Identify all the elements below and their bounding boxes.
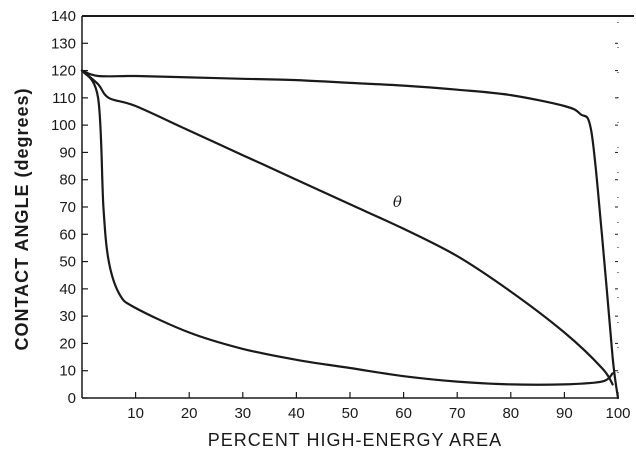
x-tick-label: 90 <box>556 405 573 422</box>
x-tick-label: 70 <box>449 405 466 422</box>
y-axis-title: CONTACT ANGLE (degrees) <box>12 87 32 350</box>
y-tick-label: 80 <box>59 172 76 189</box>
y-tick-label: 0 <box>68 390 76 407</box>
y-tick-label: 100 <box>51 117 76 134</box>
x-tick-label: 60 <box>395 405 412 422</box>
y-tick-label: 90 <box>59 144 76 161</box>
x-axis-title: PERCENT HIGH-ENERGY AREA <box>208 430 502 450</box>
x-tick-label: 80 <box>502 405 519 422</box>
series-line-1 <box>80 69 620 400</box>
x-tick-label: 10 <box>127 405 144 422</box>
y-tick-label: 120 <box>51 63 76 80</box>
series-line-3 <box>80 69 614 386</box>
y-tick-label: 40 <box>59 281 76 298</box>
y-tick-label: 50 <box>59 254 76 271</box>
y-tick-label: 110 <box>52 90 76 107</box>
y-tick-label: 20 <box>59 335 76 352</box>
y-tick-label: 140 <box>51 8 76 25</box>
y-tick-label: 10 <box>59 363 76 380</box>
y-tick-label: 70 <box>59 199 76 216</box>
theta-annotation: θ <box>393 193 402 211</box>
y-tick-label: 30 <box>59 308 76 325</box>
x-tick-label: 50 <box>342 405 359 422</box>
x-tick-label: 100 <box>605 405 630 422</box>
series-line-2 <box>80 69 614 386</box>
y-tick-label: 130 <box>51 35 76 52</box>
axes: 0 10 20 30 40 50 60 70 80 90 100 110 120 130 140 10 20 30… <box>51 8 634 422</box>
x-tick-label: 20 <box>181 405 198 422</box>
x-tick-label: 40 <box>288 405 305 422</box>
y-tick-label: 60 <box>59 226 76 243</box>
series-group <box>80 69 620 400</box>
x-tick-label: 30 <box>234 405 251 422</box>
annotations: θ <box>393 193 402 211</box>
